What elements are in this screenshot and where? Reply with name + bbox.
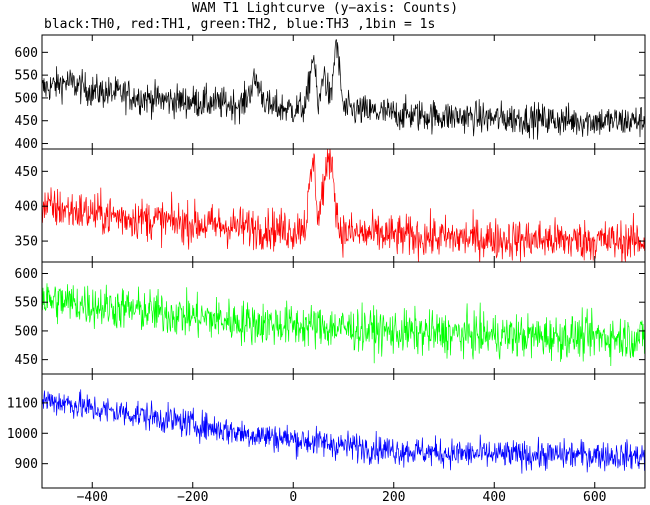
x-tick-label: 200 xyxy=(382,490,405,505)
y-tick-label-th3: 1100 xyxy=(7,396,38,411)
y-tick-label-th3: 1000 xyxy=(7,427,38,442)
lightcurve-th0 xyxy=(42,39,645,140)
x-tick-label: 0 xyxy=(289,490,297,505)
x-tick-label: 400 xyxy=(483,490,506,505)
x-tick-label: −200 xyxy=(177,490,208,505)
lightcurve-th3 xyxy=(42,389,645,474)
y-tick-label-th1: 450 xyxy=(15,165,38,180)
y-tick-label-th0: 500 xyxy=(15,91,38,106)
lightcurve-th1 xyxy=(42,149,645,262)
y-tick-label-th3: 900 xyxy=(15,457,38,472)
x-tick-label: 600 xyxy=(583,490,606,505)
y-tick-label-th0: 600 xyxy=(15,46,38,61)
chart-title: WAM T1 Lightcurve (y−axis: Counts) xyxy=(191,1,459,16)
y-tick-label-th2: 450 xyxy=(15,353,38,368)
lightcurve-th2 xyxy=(42,283,645,367)
y-tick-label-th0: 450 xyxy=(15,114,38,129)
chart-subtitle: black:TH0, red:TH1, green:TH2, blue:TH3 … xyxy=(44,17,436,32)
x-tick-label: −400 xyxy=(77,490,108,505)
panel-frame-th0 xyxy=(41,34,646,150)
y-tick-label-th0: 400 xyxy=(15,137,38,152)
y-tick-label-th1: 400 xyxy=(15,200,38,215)
y-tick-label-th2: 500 xyxy=(15,324,38,339)
panel-frame-th1 xyxy=(41,148,646,263)
y-tick-label-th0: 550 xyxy=(15,69,38,84)
y-tick-label-th1: 350 xyxy=(15,235,38,250)
y-tick-label-th2: 600 xyxy=(15,267,38,282)
y-tick-label-th2: 550 xyxy=(15,296,38,311)
panel-frame-th3 xyxy=(41,373,646,489)
